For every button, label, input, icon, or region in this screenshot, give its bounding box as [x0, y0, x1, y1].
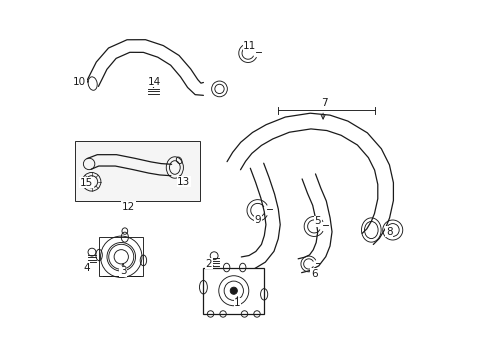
Text: 13: 13	[177, 175, 190, 187]
Text: 10: 10	[73, 77, 88, 87]
Text: 9: 9	[254, 215, 261, 225]
Text: 7: 7	[321, 98, 327, 108]
Text: 15: 15	[80, 177, 93, 188]
Text: 11: 11	[243, 41, 256, 51]
Text: 1: 1	[234, 297, 240, 308]
Circle shape	[230, 287, 237, 294]
FancyBboxPatch shape	[203, 267, 264, 314]
Text: 3: 3	[120, 264, 126, 276]
Text: 6: 6	[310, 269, 317, 279]
Text: 14: 14	[147, 77, 161, 87]
Text: 12: 12	[122, 202, 135, 212]
Text: 5: 5	[314, 216, 321, 226]
Text: 2: 2	[205, 259, 213, 269]
Text: 4: 4	[83, 262, 90, 273]
Bar	[75, 141, 200, 202]
Text: 8: 8	[385, 227, 392, 237]
FancyBboxPatch shape	[99, 237, 143, 276]
